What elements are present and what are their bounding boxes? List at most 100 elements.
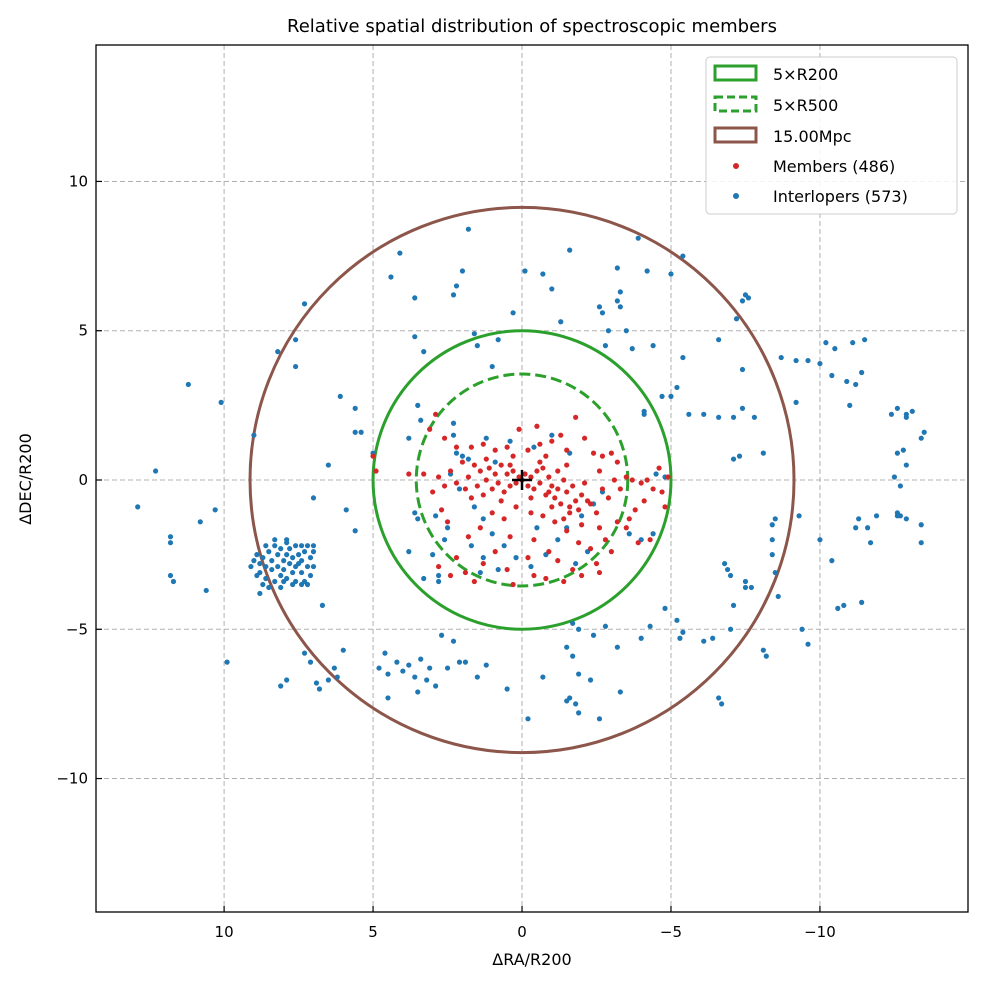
interloper-point	[412, 334, 418, 340]
interloper-point	[859, 599, 865, 605]
interloper-point	[304, 543, 311, 549]
interloper-point	[185, 381, 191, 388]
interloper-point	[727, 572, 734, 579]
interloper-point	[528, 563, 534, 570]
member-point	[567, 510, 573, 516]
interloper-point	[674, 617, 680, 623]
interloper-point	[218, 399, 224, 405]
interloper-point	[763, 653, 769, 659]
interloper-point	[903, 414, 909, 420]
legend-label-interlopers: Interlopers (573)	[773, 187, 908, 206]
member-point	[552, 519, 558, 525]
interloper-point	[567, 247, 573, 253]
member-point	[480, 492, 486, 498]
interloper-point	[829, 558, 835, 564]
member-point	[510, 468, 516, 474]
member-point	[564, 447, 570, 453]
interloper-point	[310, 563, 317, 570]
member-point	[638, 480, 644, 486]
member-point	[510, 453, 516, 459]
interloper-point	[540, 674, 546, 680]
interloper-point	[358, 429, 364, 435]
interloper-point	[152, 468, 159, 474]
interloper-point	[287, 546, 293, 552]
interloper-point	[769, 552, 775, 558]
interloper-point	[817, 537, 823, 543]
y-tick-label: −5	[66, 620, 88, 638]
legend: 5×R200 5×R500 15.00Mpc Members (486) Int…	[705, 56, 958, 215]
interloper-point	[275, 563, 281, 570]
interloper-point	[835, 605, 841, 611]
member-point	[504, 444, 510, 450]
member-point	[498, 462, 504, 468]
interloper-point	[605, 328, 612, 334]
y-tick-label: 5	[78, 322, 88, 340]
interloper-point	[260, 555, 266, 561]
member-point	[430, 489, 436, 495]
interloper-point	[832, 346, 838, 352]
interloper-point	[796, 513, 802, 519]
member-point	[525, 483, 531, 489]
center-marker	[512, 470, 532, 490]
interloper-point	[406, 549, 412, 555]
interloper-point	[778, 354, 784, 361]
interloper-point	[450, 292, 457, 298]
member-point	[546, 474, 552, 480]
interloper-point	[337, 393, 343, 399]
interloper-point	[272, 537, 278, 543]
member-point	[471, 462, 477, 468]
member-point	[549, 438, 555, 444]
interloper-point	[701, 638, 707, 644]
interloper-point	[376, 665, 382, 671]
interloper-point	[483, 435, 489, 441]
interloper-point	[641, 408, 647, 414]
interloper-point	[307, 659, 314, 665]
interloper-point	[400, 668, 406, 674]
member-point	[635, 540, 641, 546]
interloper-point	[272, 543, 278, 549]
interloper-point	[829, 372, 835, 379]
interloper-point	[653, 471, 659, 477]
interloper-point	[617, 689, 623, 695]
interloper-point	[325, 677, 331, 683]
interloper-point	[301, 549, 308, 555]
member-point	[486, 465, 492, 471]
member-point	[561, 516, 567, 522]
interloper-point	[909, 408, 915, 414]
member-point	[608, 450, 614, 456]
member-point	[665, 474, 671, 480]
member-point	[531, 537, 537, 543]
interloper-point	[444, 525, 451, 531]
member-point	[576, 540, 582, 546]
member-point	[471, 578, 477, 585]
interloper-point	[352, 528, 358, 534]
interloper-point	[453, 283, 460, 289]
chart-title: Relative spatial distribution of spectro…	[287, 16, 777, 37]
interloper-point	[701, 411, 707, 417]
interloper-point	[635, 235, 641, 241]
interloper-point	[748, 584, 755, 591]
member-point	[507, 534, 513, 540]
interloper-point	[412, 674, 418, 680]
interloper-point	[564, 644, 570, 650]
member-point	[555, 486, 561, 492]
member-point	[525, 555, 531, 561]
interloper-point	[436, 578, 442, 585]
interloper-point	[480, 555, 486, 561]
interloper-point	[415, 516, 421, 522]
interloper-point	[638, 635, 644, 641]
x-tick-label: −10	[804, 923, 836, 941]
interloper-point	[251, 558, 257, 564]
interloper-point	[891, 474, 898, 480]
interloper-point	[730, 602, 737, 608]
interloper-point	[278, 584, 284, 591]
interloper-point	[471, 331, 477, 337]
member-point	[525, 447, 531, 453]
member-point	[498, 498, 504, 504]
legend-label-r500: 5×R500	[773, 96, 838, 115]
member-point	[546, 549, 552, 555]
member-point	[495, 480, 501, 486]
member-point	[623, 525, 629, 531]
interloper-point	[483, 662, 489, 668]
